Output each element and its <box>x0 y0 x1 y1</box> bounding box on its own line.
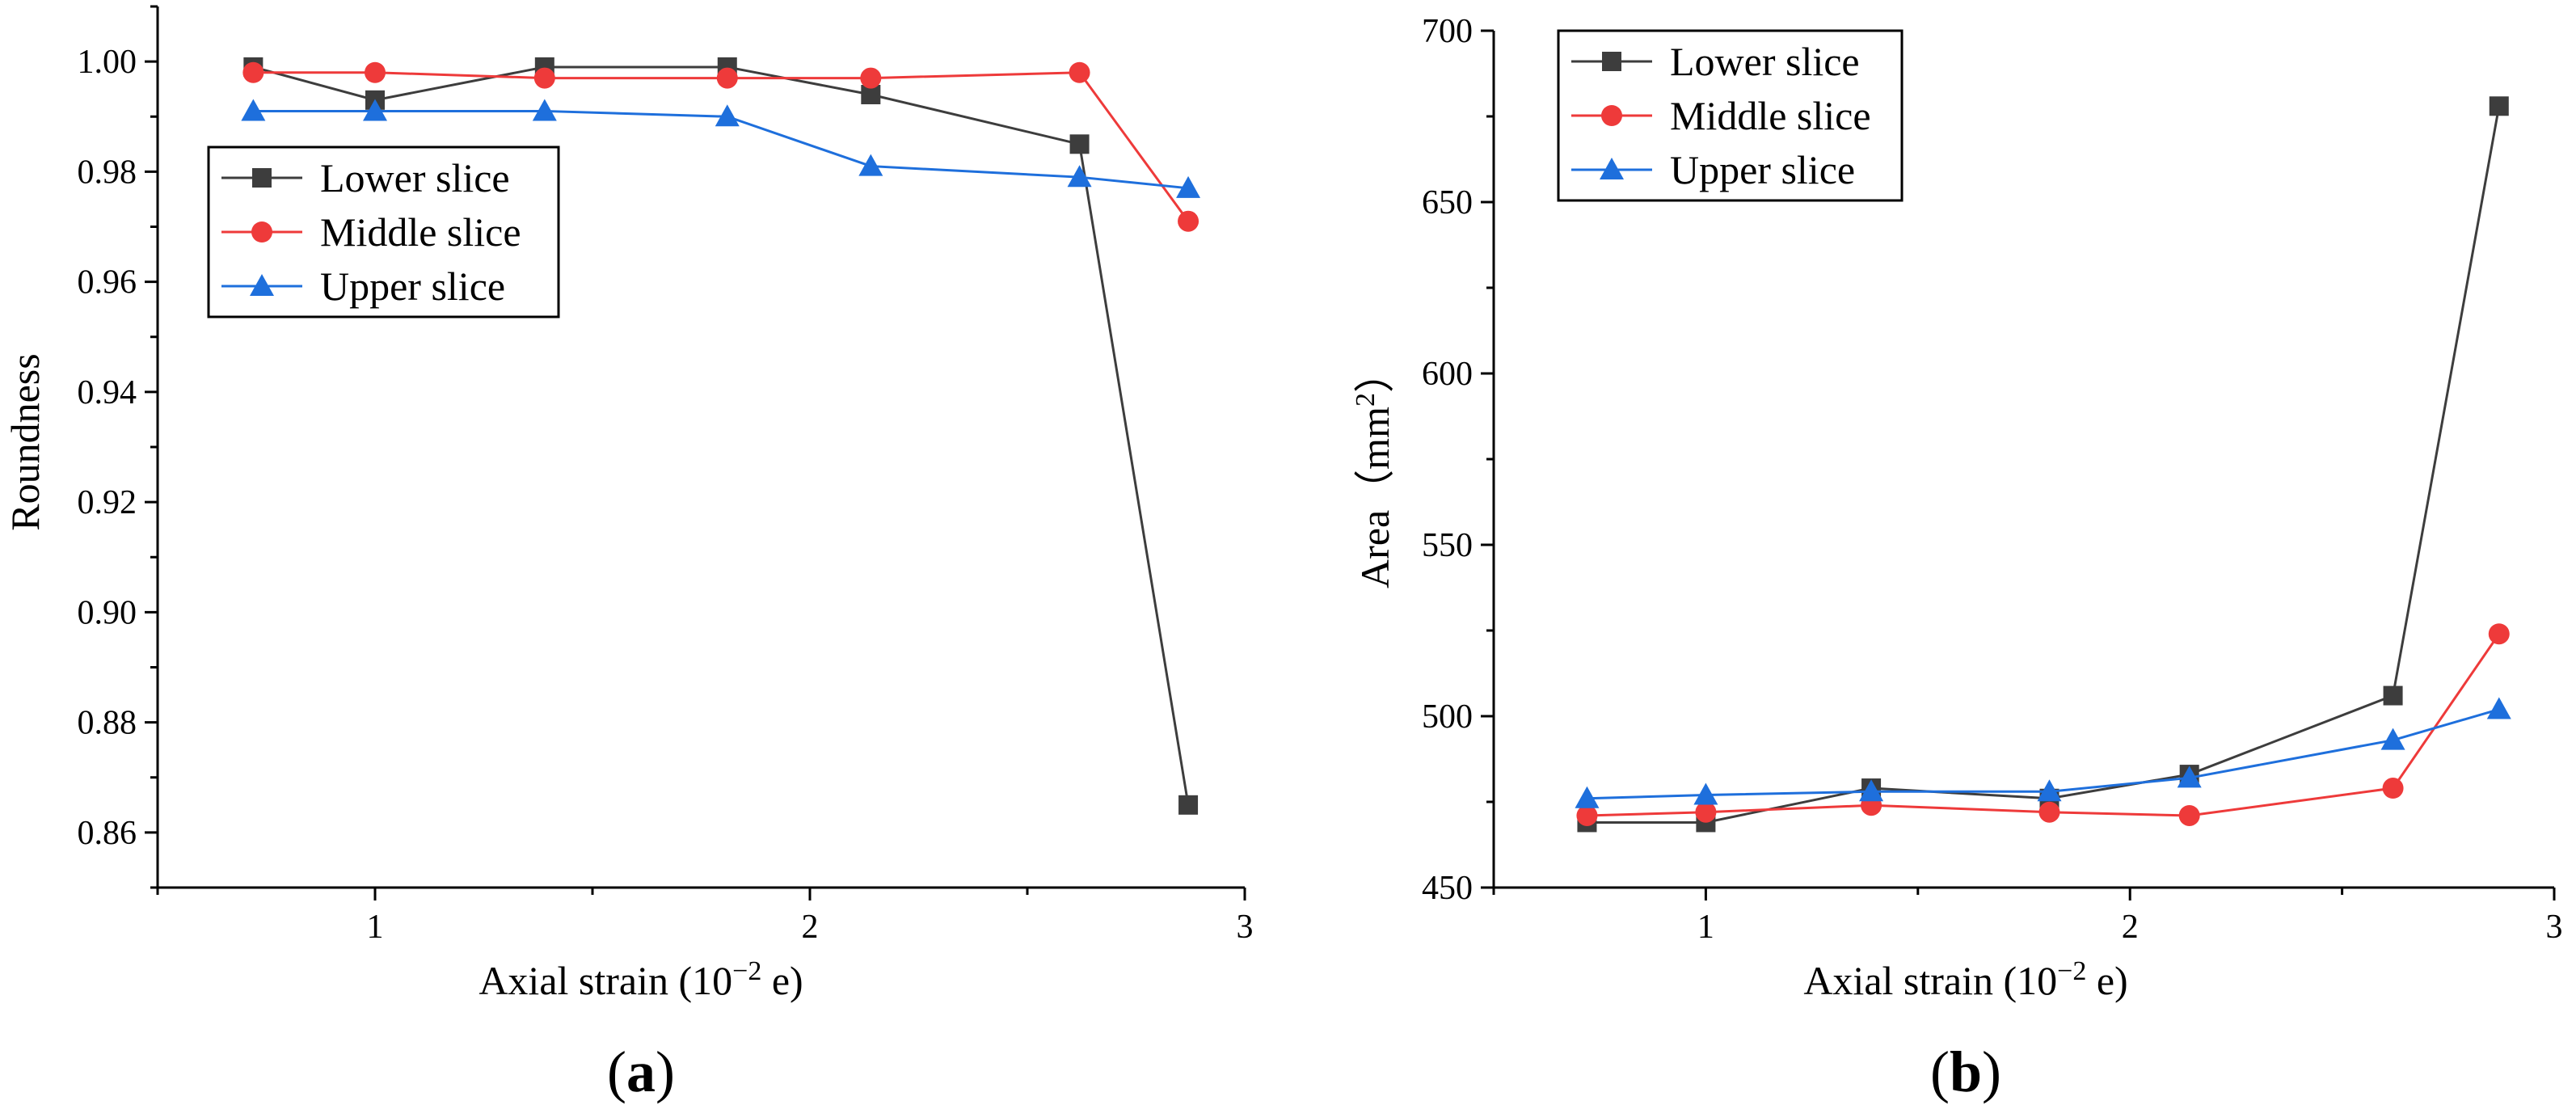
roundness-upper-slice-point <box>363 99 387 121</box>
roundness-y-tick-label: 0.92 <box>78 484 137 521</box>
legend-lower-slice-marker <box>1602 52 1621 71</box>
area-y-tick-label: 550 <box>1422 527 1473 564</box>
area-x-tick-label: 1 <box>1697 909 1714 946</box>
area-upper-slice-point <box>2380 728 2405 750</box>
panel-label-a: (a) <box>607 1040 675 1104</box>
roundness-x-tick-label: 2 <box>802 909 819 946</box>
roundness-plot-area: 1 2 3 0.86 0.88 0.90 0.92 0.94 0.96 0.98 1.00 Lower… <box>78 5 1254 946</box>
y-axis-exponent: 2 <box>1351 393 1381 407</box>
roundness-upper-slice-point <box>858 154 883 176</box>
roundness-y-tick-label: 0.90 <box>78 594 137 631</box>
legend-middle-slice-marker <box>251 221 272 243</box>
area-y-tick-label: 650 <box>1422 184 1473 221</box>
area-upper-slice-point <box>2177 765 2202 788</box>
area-lower-slice-point <box>2489 96 2509 116</box>
roundness-upper-slice-point <box>715 104 740 127</box>
area-middle-slice-point <box>1576 804 1598 826</box>
area-middle-slice-point <box>2382 778 2404 799</box>
area-upper-slice-point <box>2486 697 2511 719</box>
legend-upper-slice-label: Upper slice <box>320 264 505 309</box>
area-upper-slice-point <box>1575 786 1600 808</box>
roundness-middle-slice-point <box>365 61 386 83</box>
legend-upper-slice-label: Upper slice <box>1670 147 1855 192</box>
area-middle-slice-point <box>1695 801 1717 823</box>
area-y-axis-title: Area（mm2） <box>1351 352 1398 588</box>
roundness-middle-slice-point <box>1069 61 1090 83</box>
roundness-chart: 1 2 3 0.86 0.88 0.90 0.92 0.94 0.96 0.98 1.00 Lower… <box>2 5 1254 1104</box>
area-upper-slice-point <box>2037 779 2062 802</box>
roundness-lower-slice-point <box>1069 134 1090 154</box>
roundness-y-tick-label: 0.96 <box>78 264 137 302</box>
area-middle-slice-point <box>2038 801 2060 823</box>
area-upper-slice-point <box>1693 782 1718 805</box>
x-axis-exponent: −2 <box>732 956 761 986</box>
roundness-middle-slice-point <box>533 67 555 89</box>
area-lower-slice-line <box>1587 106 2501 824</box>
roundness-middle-slice-point <box>242 61 264 83</box>
area-x-tick-label: 3 <box>2546 909 2563 946</box>
roundness-y-tick-label: 1.00 <box>78 44 137 81</box>
x-axis-exponent: −2 <box>2057 956 2086 986</box>
roundness-y-tick-label: 0.98 <box>78 154 137 191</box>
roundness-upper-slice-point <box>1176 175 1201 198</box>
roundness-y-tick-label: 0.86 <box>78 815 137 852</box>
roundness-lower-slice-point <box>1178 795 1199 815</box>
area-y-tick-label: 450 <box>1422 870 1473 907</box>
panel-label-b: (b) <box>1930 1040 2001 1104</box>
legend-middle-slice-marker <box>1601 105 1622 126</box>
roundness-middle-slice-point <box>860 67 882 89</box>
roundness-upper-slice-point <box>1067 165 1092 188</box>
area-upper-slice-point <box>1859 779 1884 802</box>
legend-lower-slice-marker <box>252 168 272 188</box>
area-middle-slice-line <box>1587 633 2501 817</box>
legend-middle-slice-label: Middle slice <box>320 209 521 255</box>
roundness-y-axis-title: Roundness <box>2 353 48 530</box>
roundness-x-axis-title: Axial strain (10−2 e) <box>479 956 803 1003</box>
legend-lower-slice-label: Lower slice <box>1670 39 1860 84</box>
area-upper-slice-line <box>1587 708 2500 800</box>
area-middle-slice-point <box>2488 623 2510 645</box>
area-y-tick-label: 700 <box>1422 13 1473 50</box>
roundness-x-tick-label: 3 <box>1237 909 1254 946</box>
legend-middle-slice-label: Middle slice <box>1670 93 1871 138</box>
roundness-x-tick-label: 1 <box>367 909 384 946</box>
roundness-upper-slice-point <box>532 99 557 121</box>
roundness-middle-slice-point <box>716 67 738 89</box>
area-lower-slice-point <box>2383 685 2403 706</box>
area-chart: 1 2 3 450 500 550 600 650 700 Lower slice Middle s… <box>1351 13 2563 1104</box>
roundness-y-tick-label: 0.88 <box>78 705 137 742</box>
area-x-axis-title: Axial strain (10−2 e) <box>1803 956 2127 1003</box>
area-x-tick-label: 2 <box>2122 909 2139 946</box>
roundness-y-tick-label: 0.94 <box>78 374 137 411</box>
legend-lower-slice-label: Lower slice <box>320 155 510 200</box>
roundness-middle-slice-point <box>1178 210 1199 232</box>
area-y-tick-label: 500 <box>1422 698 1473 736</box>
area-plot-area: 1 2 3 450 500 550 600 650 700 Lower slice Middle s… <box>1422 13 2563 946</box>
legend-upper-slice-marker <box>1600 158 1624 179</box>
area-y-tick-label: 600 <box>1422 356 1473 393</box>
legend-upper-slice-marker <box>250 274 274 296</box>
roundness-upper-slice-point <box>241 99 266 121</box>
area-middle-slice-point <box>2178 804 2200 826</box>
